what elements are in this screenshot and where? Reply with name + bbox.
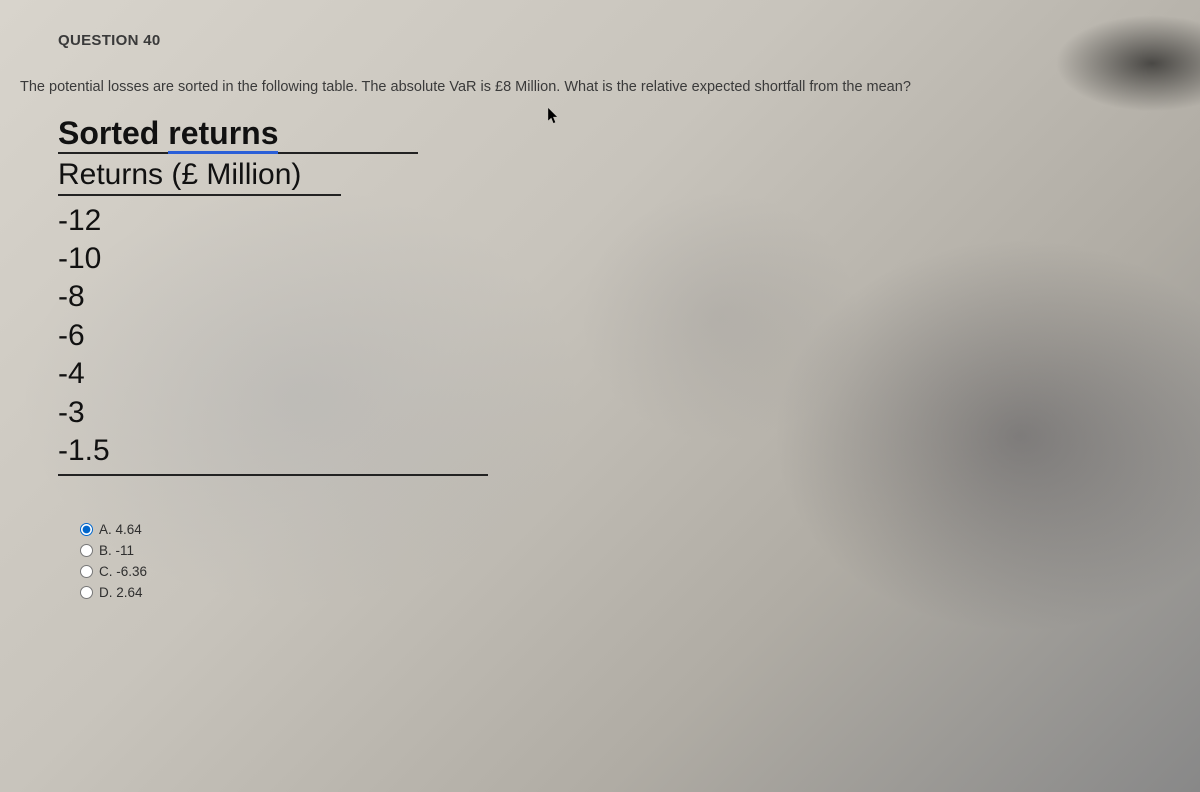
option-c-label[interactable]: C. -6.36: [99, 564, 147, 579]
option-a[interactable]: A. 4.64: [80, 522, 1180, 537]
question-container: QUESTION 40 The potential losses are sor…: [0, 0, 1200, 626]
radio-option-a[interactable]: [80, 523, 93, 536]
radio-option-d[interactable]: [80, 586, 93, 599]
option-d-label[interactable]: D. 2.64: [99, 585, 143, 600]
option-d[interactable]: D. 2.64: [80, 585, 1180, 600]
option-b[interactable]: B. -11: [80, 543, 1180, 558]
return-value: -10: [58, 240, 1180, 278]
table-title: Sorted returns: [58, 115, 418, 154]
question-number: QUESTION 40: [58, 32, 1180, 49]
radio-option-b[interactable]: [80, 544, 93, 557]
table-title-plain: Sorted: [58, 115, 168, 151]
option-c[interactable]: C. -6.36: [80, 564, 1180, 579]
radio-option-c[interactable]: [80, 565, 93, 578]
table-bottom-rule: [58, 474, 488, 476]
return-value: -1.5: [58, 432, 1180, 470]
answer-options: A. 4.64 B. -11 C. -6.36 D. 2.64: [80, 522, 1180, 600]
return-value: -8: [58, 278, 1180, 316]
return-value: -3: [58, 394, 1180, 432]
option-a-label[interactable]: A. 4.64: [99, 522, 142, 537]
question-prompt: The potential losses are sorted in the f…: [20, 77, 1180, 97]
returns-values: -12 -10 -8 -6 -4 -3 -1.5: [58, 202, 1180, 471]
return-value: -6: [58, 317, 1180, 355]
table-title-underlined: returns: [168, 115, 278, 154]
table-column-header: Returns (£ Million): [58, 156, 341, 196]
option-b-label[interactable]: B. -11: [99, 543, 134, 558]
return-value: -12: [58, 202, 1180, 240]
returns-table: Sorted returns Returns (£ Million) -12 -…: [58, 115, 1180, 476]
return-value: -4: [58, 355, 1180, 393]
